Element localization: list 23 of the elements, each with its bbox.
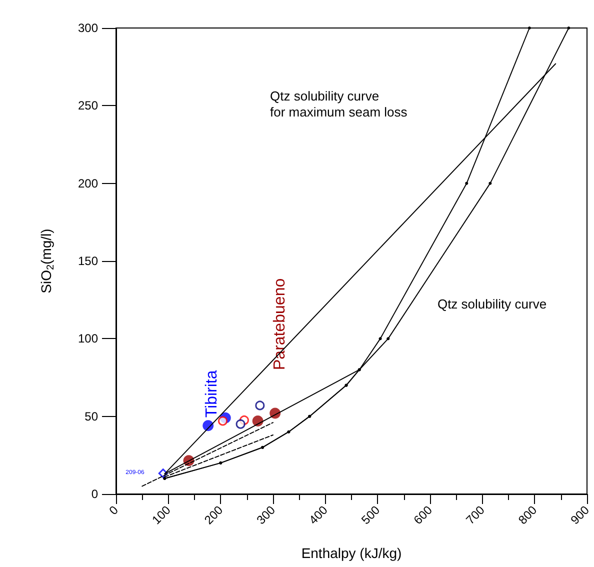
x-tick-label: 700 <box>463 502 488 528</box>
y-tick-label: 0 <box>91 487 98 501</box>
x-tick-label: 300 <box>254 502 278 528</box>
x-axis-title: Enthalpy (kJ/kg) <box>301 545 402 561</box>
x-tick-label: 500 <box>358 502 383 528</box>
x-tick-label: 400 <box>306 502 331 528</box>
x-tick-label: 100 <box>149 502 174 528</box>
y-tick-label: 300 <box>78 21 98 35</box>
y-tick-label: 50 <box>84 409 98 424</box>
annotation: Qtz solubility curve <box>437 296 547 312</box>
annotation: Tibirita <box>204 370 221 418</box>
x-tick-label: 900 <box>568 502 592 528</box>
annotation: Paratebueno <box>272 278 288 370</box>
y-tick-label: 150 <box>78 254 98 268</box>
y-tick-label: 100 <box>78 332 98 346</box>
annotation: Qtz solubility curve for maximum seam loss <box>270 88 408 120</box>
x-tick-label: 200 <box>202 502 226 528</box>
x-tick-label: 0 <box>106 502 122 518</box>
y-axis-title: SiO2(mg/l) <box>38 228 56 294</box>
y-tick-label: 250 <box>78 98 98 113</box>
x-tick-label: 800 <box>516 502 540 528</box>
y-tick-label: 200 <box>78 176 98 190</box>
x-tick-label: 600 <box>410 502 436 528</box>
